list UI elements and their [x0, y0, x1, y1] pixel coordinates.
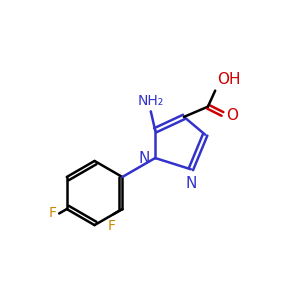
- Text: N: N: [185, 176, 196, 191]
- Text: OH: OH: [217, 72, 240, 87]
- Text: F: F: [48, 206, 56, 220]
- Text: NH₂: NH₂: [138, 94, 164, 108]
- Text: N: N: [139, 151, 150, 166]
- Text: F: F: [107, 219, 115, 233]
- Text: O: O: [226, 108, 238, 123]
